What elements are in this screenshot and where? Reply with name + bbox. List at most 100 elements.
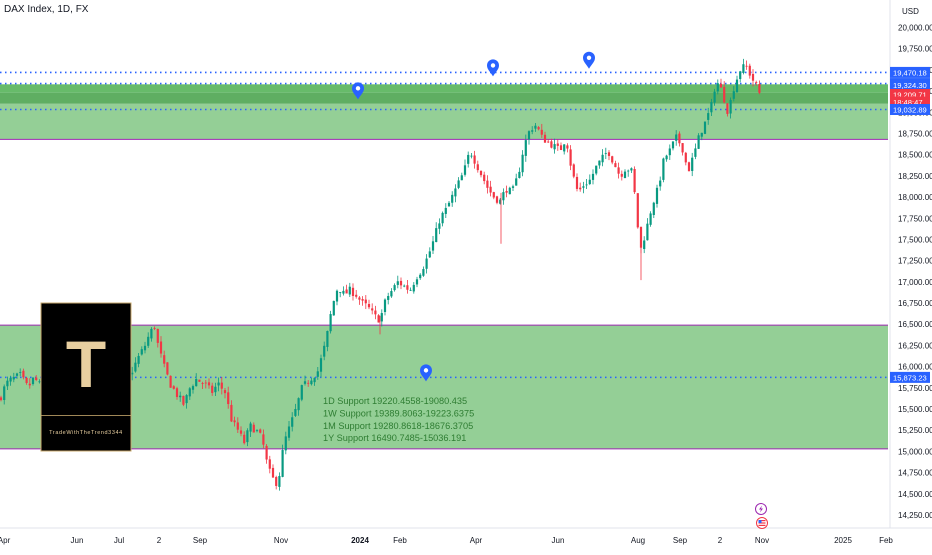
- candle-body: [527, 131, 531, 140]
- price-tag-bg: [890, 66, 930, 78]
- candle-body: [415, 279, 419, 285]
- candle: [463, 159, 467, 177]
- candle-body: [623, 171, 627, 179]
- candle: [255, 429, 259, 433]
- candle-body: [198, 379, 201, 382]
- candle-body: [220, 382, 223, 389]
- candle-body: [643, 240, 646, 250]
- location-pin-icon[interactable]: [352, 82, 364, 100]
- candle: [691, 152, 694, 177]
- pin-shape: [352, 82, 364, 100]
- candle: [259, 428, 262, 434]
- candle: [723, 81, 726, 104]
- candle: [441, 211, 444, 227]
- candle-body: [137, 355, 140, 364]
- candle-body: [163, 355, 166, 364]
- candle: [329, 310, 332, 334]
- candle-body: [147, 336, 150, 346]
- candle-body: [671, 141, 675, 149]
- candle: [527, 130, 531, 145]
- candle: [198, 379, 201, 382]
- candle: [371, 303, 374, 315]
- price-tag-bg: [890, 96, 930, 108]
- price-tick-label: 19,750.00: [898, 45, 932, 54]
- candle: [483, 171, 486, 185]
- candle-body: [271, 467, 275, 478]
- candle-body: [278, 476, 281, 487]
- candle-body: [422, 269, 425, 276]
- candle-body: [367, 304, 371, 308]
- price-tag-bg: [890, 79, 930, 91]
- candle: [182, 395, 185, 407]
- candle: [649, 211, 652, 227]
- candle-body: [300, 385, 303, 400]
- candle-body: [748, 65, 751, 76]
- price-tick-label: 16,750.00: [898, 299, 932, 308]
- candle: [166, 362, 169, 376]
- candle-body: [729, 99, 732, 114]
- candle-body: [710, 102, 713, 113]
- candle: [303, 375, 307, 386]
- candle-body: [572, 164, 575, 177]
- candle-body: [745, 65, 748, 67]
- candle-body: [457, 180, 460, 188]
- candle-body: [3, 386, 6, 401]
- logo-caption: TradeWithTheTrend3344: [49, 430, 123, 436]
- time-tick-label: Jun: [71, 536, 84, 545]
- candle-body: [553, 144, 556, 150]
- candle-body: [287, 426, 291, 438]
- candle: [531, 126, 534, 135]
- candle: [438, 218, 441, 235]
- candle-body: [598, 160, 601, 166]
- candle: [0, 395, 3, 402]
- candle: [726, 103, 729, 117]
- candle-body: [22, 370, 25, 378]
- lightning-icon: [755, 503, 767, 515]
- price-tag-bg: [890, 371, 930, 383]
- time-tick-label: Jul: [114, 536, 124, 545]
- candle-body: [255, 430, 259, 432]
- candle-body: [479, 170, 483, 176]
- candle-body: [707, 113, 710, 120]
- candle: [140, 346, 143, 356]
- candle-body: [495, 196, 499, 203]
- candle: [499, 197, 502, 205]
- candle: [364, 295, 367, 310]
- candle: [278, 472, 281, 491]
- candle-body: [463, 165, 467, 175]
- candle: [239, 426, 243, 437]
- candle: [559, 142, 563, 151]
- pin-dot: [490, 63, 496, 68]
- candle-body: [684, 152, 687, 163]
- price-tick-label: 16,000.00: [898, 363, 932, 372]
- candle: [281, 444, 284, 478]
- symbol-title[interactable]: DAX Index, 1D, FX: [4, 4, 89, 15]
- candle-body: [294, 408, 297, 416]
- candle-body: [284, 436, 287, 451]
- location-pin-icon[interactable]: [583, 51, 595, 69]
- candle: [585, 179, 588, 189]
- candle: [326, 330, 329, 352]
- location-pin-icon[interactable]: [420, 364, 432, 382]
- candle: [569, 145, 572, 171]
- candle-body: [585, 184, 588, 186]
- candle-body: [201, 383, 204, 384]
- candle-body: [233, 420, 236, 423]
- candle-body: [595, 165, 598, 174]
- candle: [380, 309, 383, 327]
- candle-body: [687, 162, 691, 172]
- candle-body: [355, 294, 358, 297]
- candle-body: [444, 207, 447, 214]
- candle-body: [556, 143, 559, 146]
- candle: [572, 163, 575, 179]
- candle-body: [358, 297, 361, 300]
- candle: [310, 377, 313, 386]
- candle: [668, 144, 671, 160]
- location-pin-icon[interactable]: [487, 59, 499, 77]
- time-tick-label: Nov: [274, 536, 288, 545]
- candle: [742, 58, 745, 75]
- candle-body: [531, 130, 534, 132]
- candle-body: [332, 300, 335, 316]
- candle-body: [668, 148, 671, 156]
